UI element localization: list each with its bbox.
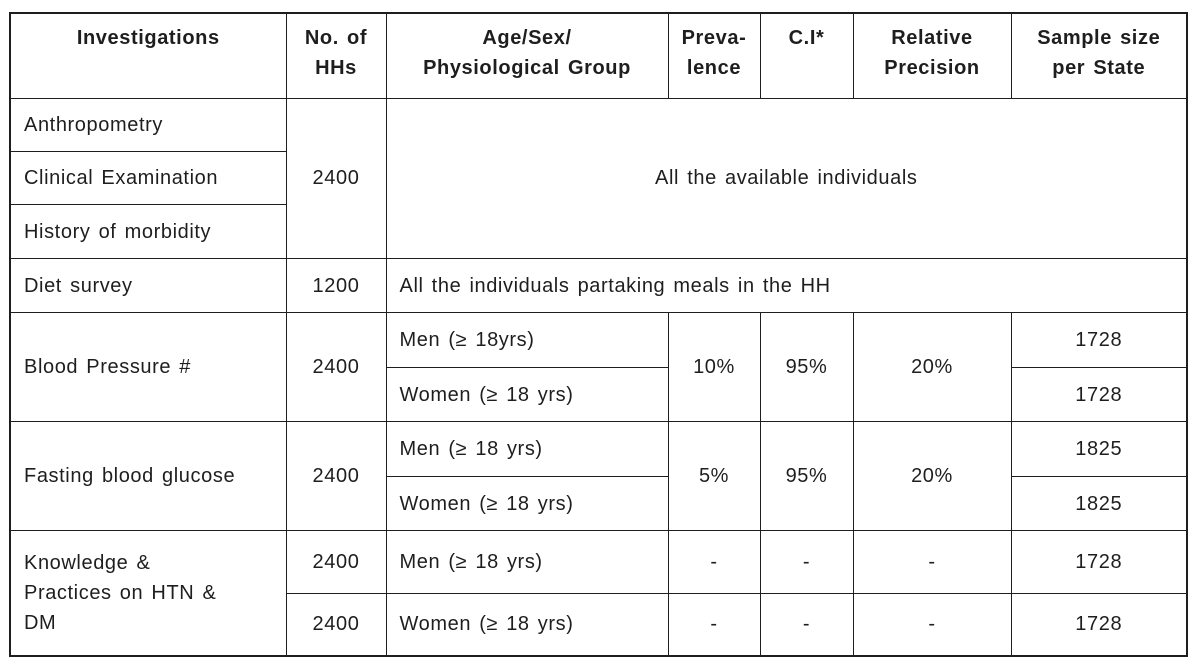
cell-fbg-men-group: Men (≥ 18 yrs) — [385, 421, 669, 477]
cell-diet-survey: Diet survey — [9, 257, 287, 314]
cell-knowledge-women-group: Women (≥ 18 yrs) — [385, 592, 669, 657]
cell-fbg-relative-precision: 20% — [852, 421, 1012, 532]
row-fasting-glucose-women: Women (≥ 18 yrs) 1825 — [10, 475, 1188, 532]
cell-knowledge-men-rp-dash: - — [852, 530, 1012, 594]
row-blood-pressure-women: Women (≥ 18 yrs) 1728 — [10, 366, 1188, 423]
cell-clinical-examination: Clinical Examination — [9, 150, 287, 206]
cell-anthropometry: Anthropometry — [9, 97, 287, 152]
header-no-of-hhs: No. of HHs — [285, 12, 387, 99]
cell-blood-pressure-label: Blood Pressure # — [9, 312, 287, 423]
row-anthropometry: Anthropometry 2400 All the available ind… — [9, 97, 1188, 259]
cell-fbg-men-sample: 1825 — [1010, 421, 1188, 477]
cell-history-of-morbidity: History of morbidity — [9, 204, 287, 259]
cell-bp-women-group: Women (≥ 18 yrs) — [385, 366, 669, 423]
header-row: Investigations No. of HHs Age/Sex/ Physi… — [9, 12, 1188, 99]
cell-group1-hhs: 2400 — [285, 97, 387, 259]
cell-knowledge-women-hhs: 2400 — [285, 592, 387, 657]
row-knowledge-men: Knowledge & Practices on HTN & DM 2400 M… — [9, 530, 1188, 657]
cell-bp-prevalence: 10% — [667, 312, 761, 423]
cell-bp-women-sample: 1728 — [1010, 366, 1188, 423]
cell-knowledge-label: Knowledge & Practices on HTN & DM — [9, 530, 287, 657]
cell-fbg-ci: 95% — [759, 421, 854, 532]
cell-fbg-women-group: Women (≥ 18 yrs) — [385, 475, 669, 532]
cell-knowledge-women-ci-dash: - — [759, 592, 854, 657]
cell-fbg-prevalence: 5% — [667, 421, 761, 532]
header-investigations: Investigations — [9, 12, 287, 99]
survey-sampling-table: Investigations No. of HHs Age/Sex/ Physi… — [9, 12, 1188, 657]
cell-group1-note: All the available individuals — [385, 97, 1188, 259]
cell-knowledge-women-rp-dash: - — [852, 592, 1012, 657]
header-age-sex-group: Age/Sex/ Physiological Group — [385, 12, 669, 99]
cell-knowledge-men-hhs: 2400 — [285, 530, 387, 594]
header-sample-size: Sample size per State — [1010, 12, 1188, 99]
row-fasting-glucose-men: Fasting blood glucose 2400 Men (≥ 18 yrs… — [9, 421, 1188, 532]
cell-knowledge-men-group: Men (≥ 18 yrs) — [385, 530, 669, 594]
cell-knowledge-men-sample: 1728 — [1010, 530, 1188, 594]
header-ci: C.I* — [759, 12, 854, 99]
cell-fbg-hhs: 2400 — [285, 421, 387, 532]
cell-diet-note: All the individuals partaking meals in t… — [385, 257, 1188, 314]
cell-fasting-glucose-label: Fasting blood glucose — [9, 421, 287, 532]
cell-bp-ci: 95% — [759, 312, 854, 423]
header-prevalence: Preva- lence — [667, 12, 761, 99]
cell-diet-hhs: 1200 — [285, 257, 387, 314]
cell-bp-relative-precision: 20% — [852, 312, 1012, 423]
cell-knowledge-men-ci-dash: - — [759, 530, 854, 594]
cell-bp-hhs: 2400 — [285, 312, 387, 423]
cell-fbg-women-sample: 1825 — [1010, 475, 1188, 532]
row-blood-pressure-men: Blood Pressure # 2400 Men (≥ 18yrs) 10% … — [9, 312, 1188, 423]
cell-knowledge-men-prevalence-dash: - — [667, 530, 761, 594]
cell-bp-men-group: Men (≥ 18yrs) — [385, 312, 669, 368]
row-history-of-morbidity: History of morbidity — [9, 204, 1187, 259]
header-relative-precision: Relative Precision — [852, 12, 1012, 99]
row-knowledge-women: 2400 Women (≥ 18 yrs) - - - 1728 — [10, 592, 1188, 657]
cell-knowledge-women-prevalence-dash: - — [667, 592, 761, 657]
cell-knowledge-women-sample: 1728 — [1010, 592, 1188, 657]
row-clinical-examination: Clinical Examination — [9, 150, 1187, 206]
cell-bp-men-sample: 1728 — [1010, 312, 1188, 368]
row-diet-survey: Diet survey 1200 All the individuals par… — [9, 257, 1188, 314]
